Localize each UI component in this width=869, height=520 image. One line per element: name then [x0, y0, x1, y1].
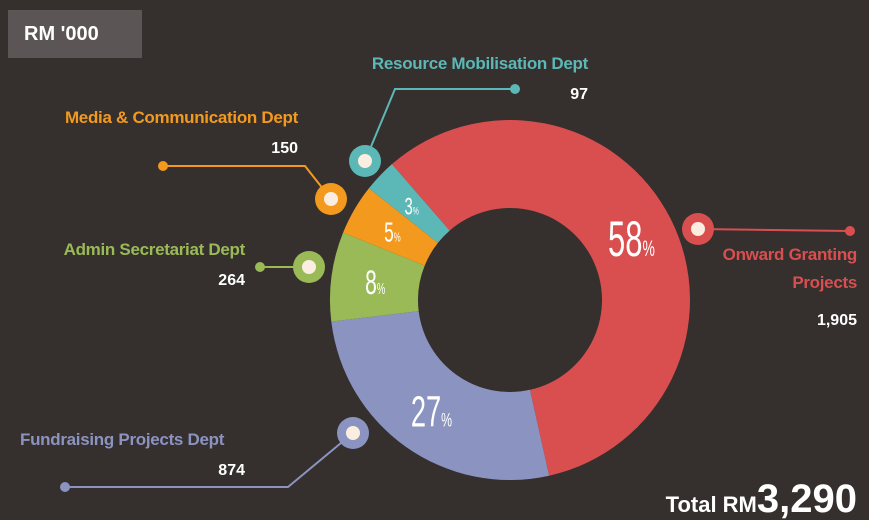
marker-center	[324, 192, 338, 206]
value-label: 1,905	[816, 312, 857, 329]
donut-segment	[330, 232, 425, 322]
percent-unit: %	[642, 236, 654, 261]
percent-label: 58%	[608, 211, 655, 267]
marker-center	[691, 222, 705, 236]
leader-line	[364, 88, 515, 162]
leader-line	[65, 432, 354, 488]
marker-center	[346, 426, 360, 440]
leader-dot	[158, 161, 168, 171]
marker-center	[358, 154, 372, 168]
marker-center	[302, 260, 316, 274]
percent-value: 8	[365, 263, 377, 301]
percent-label: 8%	[365, 263, 385, 301]
percent-value: 3	[405, 194, 413, 220]
leader-line	[697, 228, 851, 232]
donut-segment	[343, 188, 438, 266]
value-label: 150	[271, 140, 298, 157]
donut-segment	[331, 311, 550, 481]
total-value: 3,290	[757, 477, 857, 520]
value-label: 97	[570, 86, 588, 103]
donut-segment	[368, 164, 450, 243]
total-label: Total RM	[666, 492, 757, 517]
category-label: Resource Mobilisation Dept	[371, 54, 588, 73]
donut-segment	[391, 120, 690, 476]
percent-unit: %	[413, 205, 419, 217]
percent-unit: %	[394, 232, 401, 245]
category-label: Admin Secretariat Dept	[63, 240, 246, 259]
category-label: Onward Granting Projects	[722, 245, 858, 292]
percent-label: 5%	[384, 216, 401, 247]
unit-badge: RM '000	[8, 10, 142, 58]
percent-unit: %	[377, 280, 385, 298]
value-label: 264	[218, 272, 245, 289]
percent-label: 27%	[411, 387, 453, 436]
percent-unit: %	[441, 410, 452, 432]
category-label: Media & Communication Dept	[64, 108, 298, 127]
total: Total RM3,290	[666, 477, 857, 520]
category-label: Fundraising Projects Dept	[20, 430, 225, 449]
leader-dot	[845, 226, 855, 236]
percent-value: 58	[608, 211, 642, 267]
value-label: 874	[218, 462, 245, 479]
percent-value: 27	[411, 387, 441, 436]
percent-value: 5	[384, 216, 394, 247]
leader-dot	[255, 262, 265, 272]
leader-line	[163, 165, 332, 200]
leader-dot	[60, 482, 70, 492]
percent-label: 3%	[405, 194, 419, 220]
leader-dot	[510, 84, 520, 94]
